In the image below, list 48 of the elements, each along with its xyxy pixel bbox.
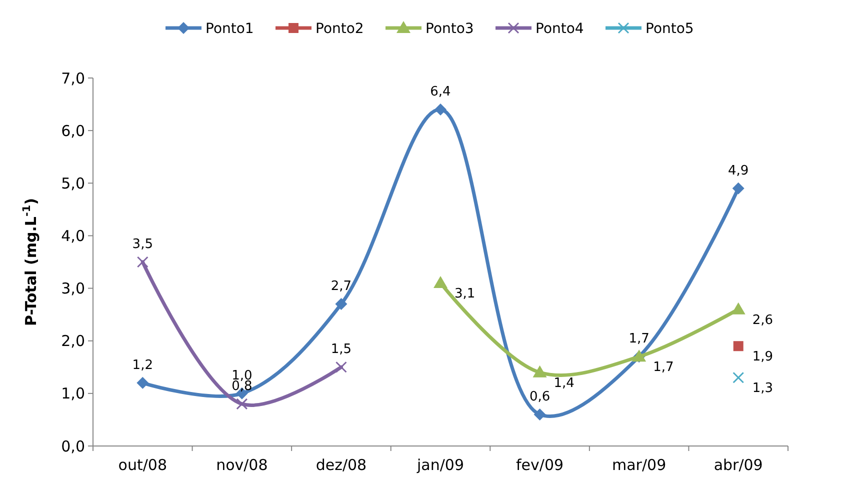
data-label: 0,6 bbox=[529, 389, 550, 404]
y-tick-label: 6,0 bbox=[61, 122, 85, 140]
legend-label: Ponto2 bbox=[316, 20, 364, 37]
x-tick-label: fev/09 bbox=[516, 456, 564, 474]
legend-label: Ponto4 bbox=[536, 20, 584, 37]
data-label: 1,7 bbox=[628, 332, 650, 347]
y-tick-label: 4,0 bbox=[61, 226, 85, 245]
point bbox=[434, 276, 448, 288]
point bbox=[532, 365, 547, 378]
data-label: 1,9 bbox=[752, 350, 774, 365]
x-tick-label: dez/08 bbox=[316, 456, 367, 474]
data-label: 6,4 bbox=[430, 84, 451, 100]
point bbox=[136, 376, 149, 389]
x-tick-label: out/08 bbox=[118, 456, 167, 474]
data-label: 2,6 bbox=[752, 312, 774, 328]
point bbox=[335, 298, 348, 310]
point bbox=[434, 104, 446, 116]
legend-label: Ponto1 bbox=[206, 20, 254, 37]
data-label: 4,9 bbox=[728, 163, 749, 178]
x-tick-label: mar/09 bbox=[612, 456, 666, 474]
point bbox=[731, 302, 746, 314]
point bbox=[335, 361, 347, 373]
x-tick-label: abr/09 bbox=[714, 456, 763, 474]
point bbox=[732, 182, 744, 194]
data-label: 3,1 bbox=[454, 286, 476, 302]
y-tick-label: 2,0 bbox=[61, 332, 85, 350]
data-label: 1,3 bbox=[752, 381, 774, 396]
data-label: 3,5 bbox=[132, 237, 153, 252]
y-tick-label: 0,0 bbox=[61, 437, 85, 456]
y-tick-label: 1,0 bbox=[61, 384, 85, 403]
y-tick-label: 5,0 bbox=[61, 174, 85, 192]
y-tick-label: 3,0 bbox=[61, 280, 85, 298]
x-tick-label: nov/08 bbox=[216, 456, 268, 474]
data-label: 2,7 bbox=[330, 279, 352, 294]
point bbox=[733, 341, 744, 352]
data-label: 1,4 bbox=[554, 376, 574, 391]
legend-label: Ponto3 bbox=[426, 20, 474, 37]
point bbox=[732, 372, 744, 384]
data-label: 1,2 bbox=[132, 358, 153, 373]
legend-label: Ponto5 bbox=[646, 20, 694, 37]
point bbox=[236, 398, 248, 410]
data-label: 0,8 bbox=[232, 378, 252, 394]
x-tick-label: jan/09 bbox=[416, 456, 464, 474]
data-label: 1,5 bbox=[330, 342, 352, 358]
data-label: 1,7 bbox=[653, 360, 674, 376]
point bbox=[534, 408, 546, 420]
point bbox=[136, 256, 148, 268]
y-tick-label: 7,0 bbox=[61, 69, 85, 88]
